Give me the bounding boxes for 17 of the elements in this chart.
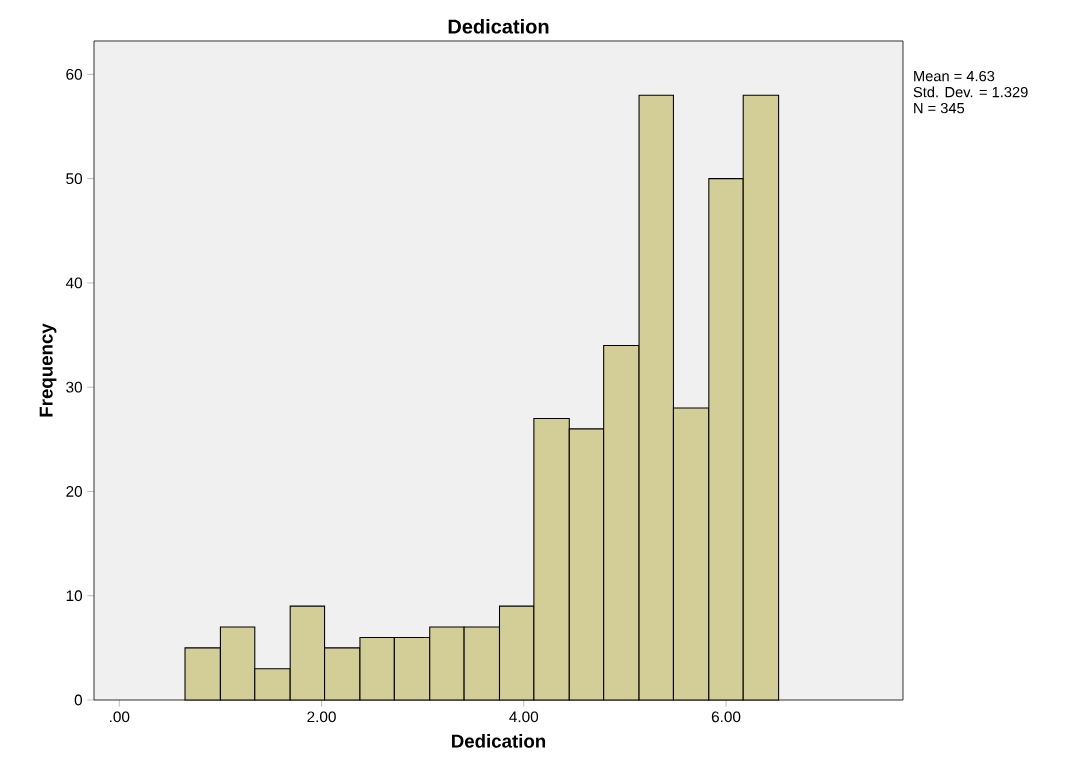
y-tick-label: 40 [65, 277, 83, 289]
text: Std. Dev. = 1.329 [913, 86, 1028, 98]
x-axis-title: Dedication [452, 734, 546, 748]
y-tick-label: 0 [74, 694, 83, 706]
x-tick-label: 2.00 [307, 711, 336, 723]
text: Mean = 4.63 [914, 70, 995, 82]
text: N = 345 [914, 102, 965, 114]
y-tick-label: 30 [66, 381, 83, 393]
x-tick-label: 6.00 [711, 711, 741, 723]
y-tick-label: 60 [66, 68, 83, 80]
y-tick-label: 10 [66, 590, 83, 602]
y-tick-label: 20 [66, 486, 83, 497]
x-tick-label: 4.00 [509, 711, 539, 723]
x-tick-label: .00 [110, 711, 130, 723]
y-tick-label: 50 [66, 173, 83, 185]
y-axis-title: Frequency [39, 323, 57, 417]
chart-title: Dedication [448, 18, 549, 34]
